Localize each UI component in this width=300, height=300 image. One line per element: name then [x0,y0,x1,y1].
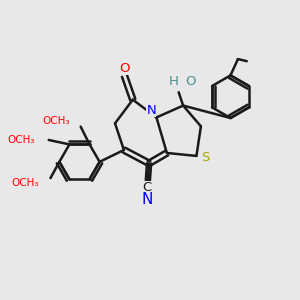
Text: H: H [169,75,179,88]
Text: OCH₃: OCH₃ [8,135,35,145]
Text: S: S [201,151,209,164]
Text: N: N [146,104,156,117]
Text: N: N [141,192,153,207]
Text: O: O [119,62,130,75]
Text: C: C [142,181,152,194]
Text: OCH₃: OCH₃ [42,116,69,126]
Text: O: O [185,75,196,88]
Text: OCH₃: OCH₃ [12,178,39,188]
